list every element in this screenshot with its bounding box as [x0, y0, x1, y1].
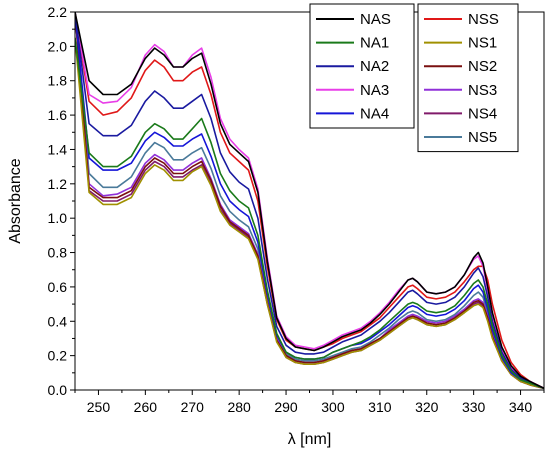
y-tick-label: 0.4 [48, 313, 68, 329]
legend-label-na4: NA4 [360, 105, 389, 122]
series-line-na1 [75, 37, 544, 390]
x-tick-label: 310 [368, 399, 392, 415]
legend-label-na3: NA3 [360, 82, 389, 99]
x-tick-label: 330 [462, 399, 486, 415]
series-line-na2 [75, 12, 544, 390]
series-line-ns2 [75, 12, 544, 390]
series-line-ns1 [75, 37, 544, 390]
x-axis-label: λ [nm] [288, 431, 332, 448]
y-axis-label: Absorbance [7, 158, 24, 243]
y-tick-label: 1.0 [48, 210, 68, 226]
y-tick-label: 2.0 [48, 38, 68, 54]
legend-label-ns3: NS3 [468, 82, 497, 99]
series-layer [75, 12, 544, 390]
x-tick-label: 250 [87, 399, 111, 415]
y-tick-label: 0.0 [48, 382, 68, 398]
x-tick-label: 270 [181, 399, 205, 415]
y-tick-label: 0.6 [48, 279, 68, 295]
series-line-nss [75, 12, 544, 390]
series-line-nas [75, 12, 544, 390]
legend-label-nas: NAS [360, 11, 391, 28]
legend-box [417, 3, 519, 153]
legend-label-ns2: NS2 [468, 58, 497, 75]
x-tick-label: 340 [509, 399, 533, 415]
x-tick-label: 290 [274, 399, 298, 415]
legend-label-ns1: NS1 [468, 35, 497, 52]
series-line-ns5 [75, 12, 544, 390]
x-tick-label: 280 [227, 399, 251, 415]
legend-label-nss: NSS [468, 11, 499, 28]
x-tick-label: 320 [415, 399, 439, 415]
y-tick-label: 1.8 [48, 73, 68, 89]
legend-label-ns5: NS5 [468, 129, 497, 146]
axes-layer: 0.0 0.2 0.4 0.6 0.8 1.0 1.2 1.4 1.6 1.8 2.0 2.2 250 2… [48, 4, 545, 415]
legend-label-ns4: NS4 [468, 105, 497, 122]
legend: NAS NA1 NA2 NA3 NA4 NSS NS1 NS2 NS3 NS4 NS5 [309, 3, 519, 153]
y-tick-label: 1.4 [48, 141, 68, 157]
x-tick-label: 300 [321, 399, 345, 415]
legend-label-na1: NA1 [360, 35, 389, 52]
y-tick-label: 0.8 [48, 245, 68, 261]
y-tick-label: 0.2 [48, 348, 68, 364]
y-tick-label: 1.6 [48, 107, 68, 123]
y-tick-label: 1.2 [48, 176, 68, 192]
y-tick-label: 2.2 [48, 4, 68, 20]
x-tick-label: 260 [134, 399, 158, 415]
legend-label-na2: NA2 [360, 58, 389, 75]
